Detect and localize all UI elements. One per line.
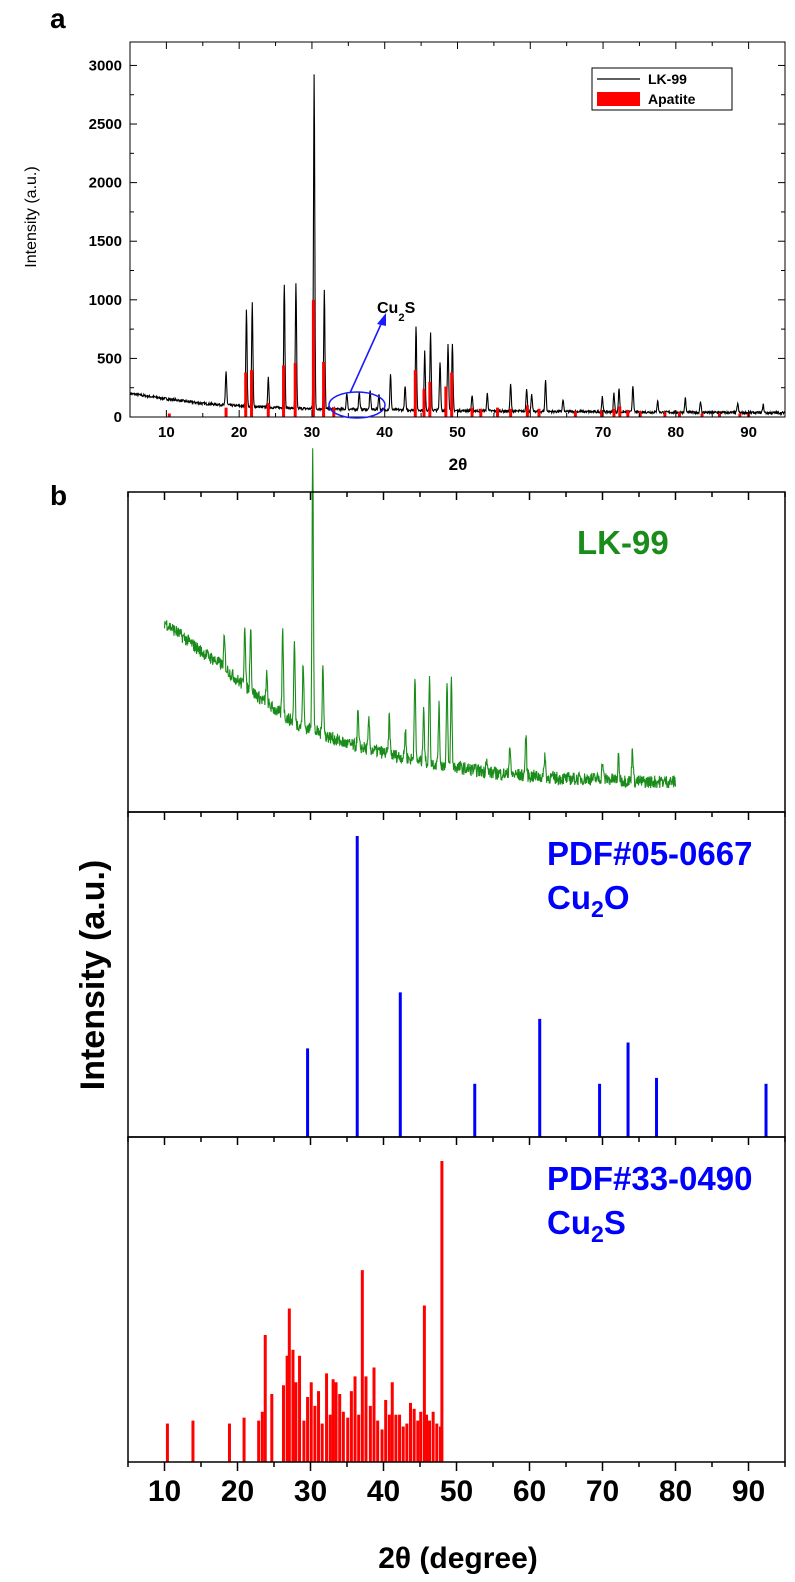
x-tick-label: 80	[659, 1475, 692, 1508]
x-tick-label: 50	[449, 424, 466, 441]
subplot-title: PDF#33-0490	[547, 1160, 752, 1197]
y-tick-label: 3000	[89, 57, 122, 74]
panel-b-y-axis-label: Intensity (a.u.)	[74, 860, 112, 1090]
legend-apatite-swatch	[597, 92, 640, 106]
subplot-title: PDF#05-0667	[547, 835, 752, 872]
subplot-title: LK-99	[577, 524, 669, 561]
panel-b-label: b	[50, 480, 67, 511]
y-tick-label: 500	[97, 350, 122, 367]
x-tick-label: 10	[158, 424, 175, 441]
y-tick-label: 0	[114, 409, 122, 426]
y-tick-label: 2000	[89, 175, 122, 192]
x-tick-label: 40	[376, 424, 393, 441]
x-tick-label: 10	[148, 1475, 181, 1508]
x-tick-label: 70	[586, 1475, 619, 1508]
legend-lk99-label: LK-99	[648, 71, 687, 87]
series-lk99-line	[129, 74, 786, 417]
x-tick-label: 90	[740, 424, 757, 441]
x-tick-label: 60	[513, 1475, 546, 1508]
x-tick-label: 20	[231, 424, 248, 441]
cu2s-highlight-ellipse	[328, 391, 386, 419]
x-tick-label: 50	[440, 1475, 473, 1508]
legend-apatite-label: Apatite	[648, 91, 696, 107]
annotation-arrow-head	[377, 313, 386, 326]
cu2s-annotation: Cu2S	[377, 300, 416, 324]
subplot-3: PDF#33-0490 Cu2S	[127, 1136, 786, 1463]
panel-b-x-axis-label: 2θ (degree)	[378, 1542, 538, 1575]
panel-a-chart: 10 20 30 40 50 60 70 80 90 0 500 1000 1500 2000 2500 30…	[89, 41, 786, 441]
panel-a-label: a	[50, 3, 66, 34]
panel-a-x-axis-label: 2θ	[449, 455, 468, 474]
x-tick-label: 70	[595, 424, 612, 441]
legend: LK-99 Apatite	[591, 67, 733, 111]
panel-b-chart: LK-99 PDF#05-0667 Cu2O PDF#33-0490 Cu2S 10 20 3…	[127, 448, 786, 1508]
x-tick-label: 30	[294, 1475, 327, 1508]
annotation-arrow-line	[349, 321, 383, 394]
subplot-2: PDF#05-0667 Cu2O	[127, 811, 786, 1138]
x-tick-label: 90	[732, 1475, 765, 1508]
y-tick-label: 1000	[89, 292, 122, 309]
y-tick-label: 1500	[89, 233, 122, 250]
lk99-pattern-line	[163, 448, 677, 789]
subplot-1: LK-99	[127, 448, 786, 813]
x-tick-label: 40	[367, 1475, 400, 1508]
subplot-frame	[127, 491, 786, 813]
x-tick-label: 30	[304, 424, 321, 441]
subplot-formula: Cu2S	[547, 1204, 626, 1247]
subplot-formula: Cu2O	[547, 879, 630, 922]
x-tick-label: 80	[667, 424, 684, 441]
x-tick-label: 20	[221, 1475, 254, 1508]
y-tick-label: 2500	[89, 116, 122, 133]
panel-a-y-axis-label: Intensity (a.u.)	[23, 166, 40, 267]
x-tick-label: 60	[522, 424, 539, 441]
